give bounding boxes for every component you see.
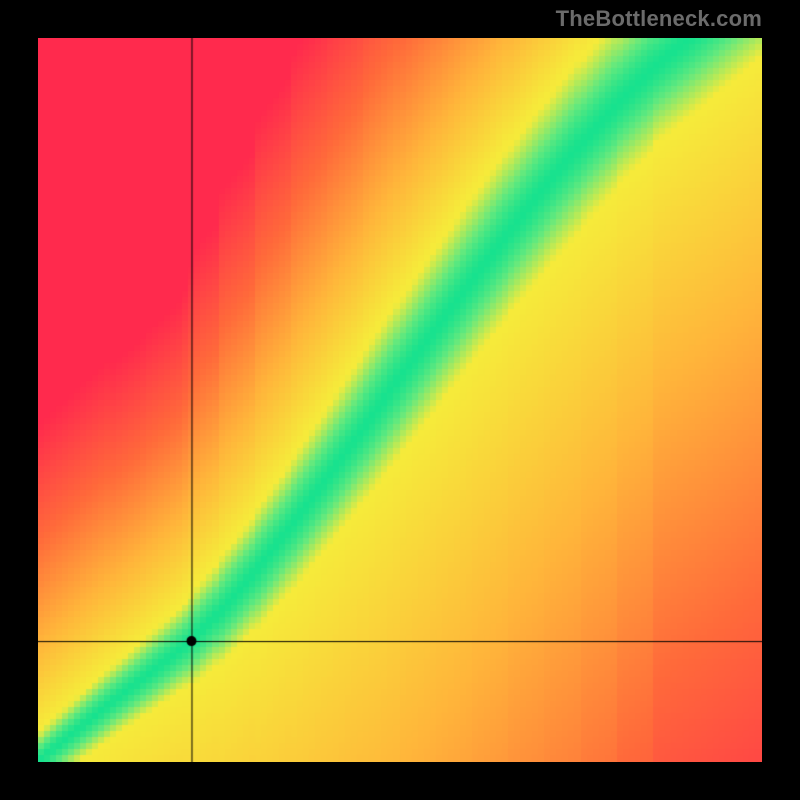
- watermark-text: TheBottleneck.com: [556, 6, 762, 32]
- bottleneck-heatmap: [38, 38, 762, 762]
